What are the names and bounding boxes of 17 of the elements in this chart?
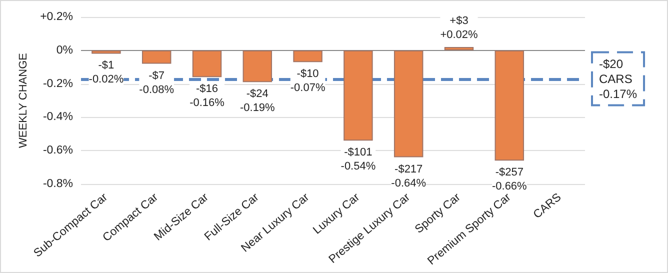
- y-tick-label: -0.8%: [42, 178, 73, 190]
- y-axis-title: WEEKLY CHANGE: [18, 53, 30, 148]
- data-label: -$10 -0.07%: [290, 68, 326, 94]
- data-label: -$24 -0.19%: [240, 88, 276, 114]
- data-label: -$7 -0.08%: [139, 70, 174, 96]
- data-label: -$1 -0.02%: [88, 60, 124, 86]
- ref-line-label: -$20 CARS -0.17%: [599, 56, 638, 101]
- data-label: -$217 -0.64%: [391, 163, 426, 190]
- y-tick-label: +0.2%: [40, 11, 73, 23]
- data-label: -$16 -0.16%: [190, 83, 225, 110]
- data-label: -$101 -0.54%: [340, 146, 376, 173]
- data-label: -$257 -0.66%: [492, 166, 528, 193]
- y-tick-label: -0.6%: [42, 144, 73, 157]
- y-tick-label: 0%: [56, 44, 73, 56]
- y-tick-label: -0.4%: [42, 111, 73, 124]
- y-tick-label: -0.2%: [42, 78, 73, 90]
- data-label: +$3 +0.02%: [440, 15, 478, 42]
